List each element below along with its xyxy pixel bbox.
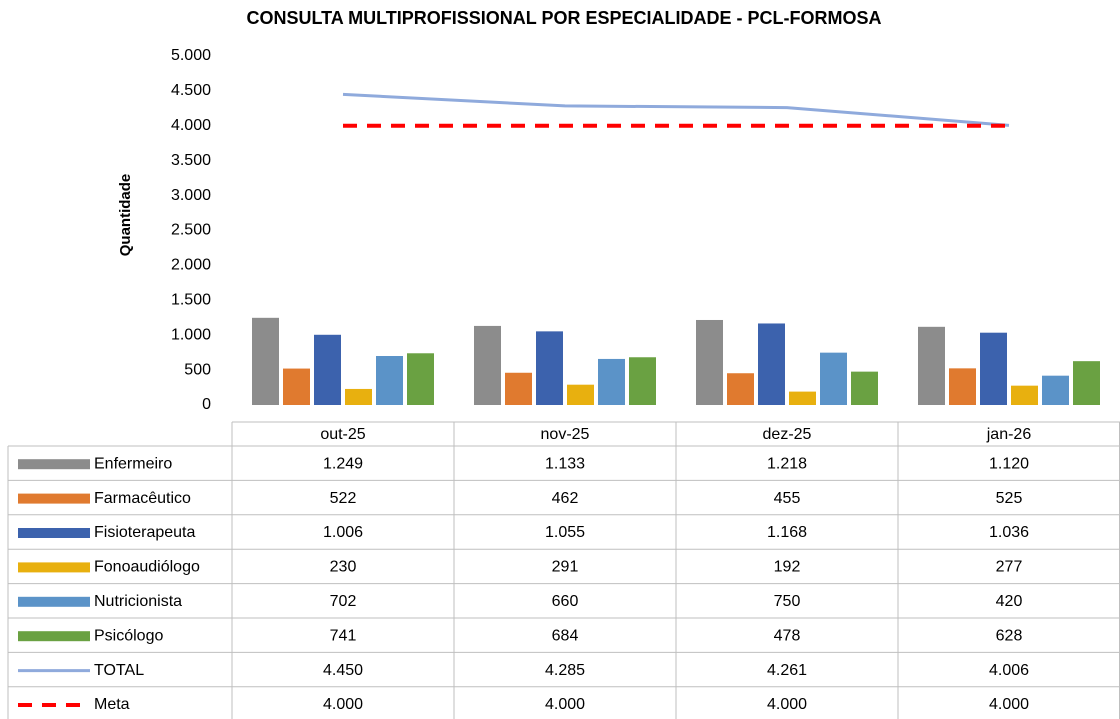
bar (536, 331, 563, 405)
bar (474, 325, 501, 405)
legend-key (18, 562, 90, 573)
bar (1011, 385, 1038, 405)
legend-key (18, 596, 90, 607)
y-tick-label: 5.000 (171, 47, 211, 64)
table-value: 277 (996, 559, 1023, 576)
x-tick-label: jan-26 (986, 426, 1032, 443)
table-value: 525 (996, 490, 1023, 507)
bar (820, 352, 847, 405)
legend-label: Psicólogo (94, 627, 163, 644)
table-value: 1.249 (323, 455, 363, 472)
table-value: 660 (552, 593, 579, 610)
y-tick-label: 500 (184, 361, 211, 378)
y-axis-label: Quantidade (117, 174, 134, 257)
table-value: 702 (330, 593, 357, 610)
table-value: 1.055 (545, 524, 585, 541)
table-value: 628 (996, 627, 1023, 644)
table-value: 750 (774, 593, 801, 610)
table-value: 4.000 (767, 696, 807, 713)
bar (376, 356, 403, 405)
bar (505, 372, 532, 405)
x-tick-label: out-25 (320, 426, 365, 443)
bar (789, 391, 816, 405)
table-value: 462 (552, 490, 579, 507)
bar (1073, 361, 1100, 405)
table-value: 4.000 (989, 696, 1029, 713)
table-value: 4.006 (989, 662, 1029, 679)
bar (851, 371, 878, 405)
table-value: 455 (774, 490, 801, 507)
table-value: 4.450 (323, 662, 363, 679)
bar (567, 384, 594, 405)
x-tick-label: dez-25 (763, 426, 812, 443)
y-tick-label: 2.500 (171, 222, 211, 239)
legend-label: Meta (94, 696, 130, 713)
bar (727, 373, 754, 405)
legend-label: Farmacêutico (94, 490, 191, 507)
bar (345, 388, 372, 405)
y-tick-label: 3.000 (171, 187, 211, 204)
table-value: 4.000 (323, 696, 363, 713)
y-tick-label: 1.500 (171, 292, 211, 309)
table-value: 230 (330, 559, 357, 576)
table-value: 1.218 (767, 455, 807, 472)
legend-label: Fonoaudiólogo (94, 559, 200, 576)
bar (1042, 375, 1069, 405)
y-tick-label: 2.000 (171, 257, 211, 274)
chart-title: CONSULTA MULTIPROFISSIONAL POR ESPECIALI… (246, 8, 881, 28)
bar (407, 353, 434, 405)
table-value: 192 (774, 559, 801, 576)
line-series (342, 92, 1010, 127)
y-tick-label: 0 (202, 396, 211, 413)
table-value: 4.285 (545, 662, 585, 679)
y-tick-label: 3.500 (171, 152, 211, 169)
table-value: 522 (330, 490, 357, 507)
bar (314, 334, 341, 405)
table-value: 1.168 (767, 524, 807, 541)
bar (629, 357, 656, 405)
y-tick-label: 4.000 (171, 117, 211, 134)
legend-label: Enfermeiro (94, 455, 172, 472)
bar (696, 319, 723, 405)
y-tick-label: 4.500 (171, 82, 211, 99)
legend-label: Fisioterapeuta (94, 524, 195, 541)
table-value: 478 (774, 627, 801, 644)
table-value: 684 (552, 627, 579, 644)
table-value: 1.006 (323, 524, 363, 541)
bar (283, 368, 310, 405)
bar (598, 358, 625, 405)
legend-key (18, 459, 90, 470)
table-value: 420 (996, 593, 1023, 610)
table-value: 291 (552, 559, 579, 576)
bar (949, 368, 976, 405)
legend-label: TOTAL (94, 662, 144, 679)
table-value: 4.261 (767, 662, 807, 679)
x-tick-label: nov-25 (541, 426, 590, 443)
table-value: 1.120 (989, 455, 1029, 472)
y-tick-label: 1.000 (171, 326, 211, 343)
bar (980, 332, 1007, 405)
table-value: 741 (330, 627, 357, 644)
bar (758, 323, 785, 405)
legend-key (18, 631, 90, 642)
table-value: 1.133 (545, 455, 585, 472)
table-value: 1.036 (989, 524, 1029, 541)
legend-key (18, 493, 90, 504)
bar (918, 326, 945, 405)
bar (252, 317, 279, 405)
table-value: 4.000 (545, 696, 585, 713)
legend-key (18, 528, 90, 538)
legend-label: Nutricionista (94, 593, 182, 610)
